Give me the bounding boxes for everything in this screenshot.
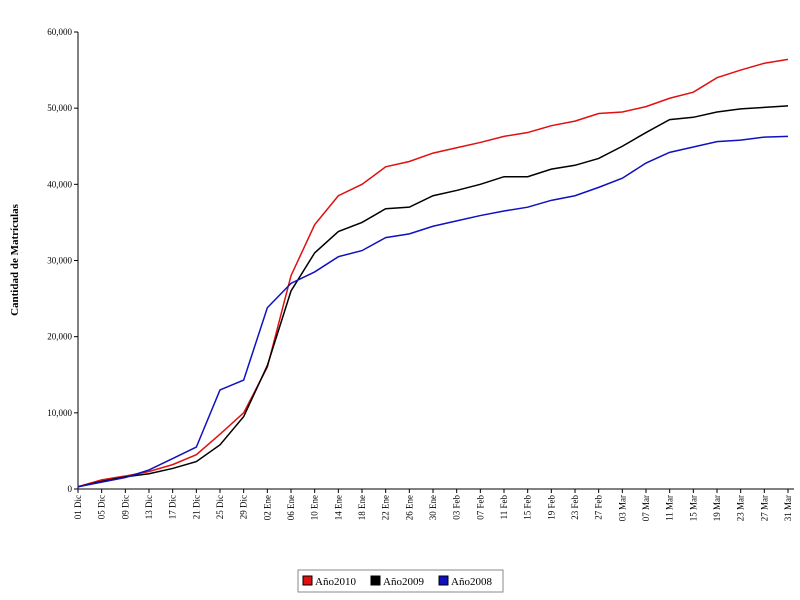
x-tick-label: 01 Dic [73,495,83,519]
line-series [77,105,789,488]
x-tick-label: 14 Ene [333,495,343,520]
x-tick-label: 03 Mar [617,495,627,521]
legend-box [297,569,504,593]
x-tick-label: 18 Ene [357,495,367,520]
x-tick-label: 10 Ene [310,495,320,520]
x-tick-label: 22 Ene [381,495,391,520]
x-tick-label: 19 Feb [546,495,556,520]
y-tick-label: 30,000 [47,256,72,266]
x-tick-label: 02 Ene [262,495,272,520]
legend-label: Año2009 [383,576,424,588]
x-tick-label: 30 Ene [428,495,438,520]
y-tick-label: 20,000 [47,332,72,342]
x-tick-label: 26 Ene [404,495,414,520]
legend-label: Año2010 [315,576,356,588]
x-tick-label: 15 Feb [523,495,533,520]
x-tick-label: 19 Mar [712,495,722,521]
x-tick-label: 07 Feb [475,495,485,520]
x-tick-label: 17 Dic [168,495,178,519]
x-tick-label: 07 Mar [641,495,651,521]
legend-swatch [302,575,313,586]
x-tick-label: 09 Dic [120,495,130,519]
x-tick-label: 06 Ene [286,495,296,520]
x-tick-label: 23 Mar [736,495,746,521]
y-axis-label: Cantidad de Matrículas [9,203,21,316]
y-tick-label: 60,000 [47,27,72,37]
x-tick-label: 23 Feb [570,495,580,520]
y-tick-label: 0 [68,484,73,494]
x-tick-label: 27 Mar [759,495,769,521]
y-tick-label: 40,000 [47,179,72,189]
y-tick-label: 50,000 [47,103,72,113]
x-tick-label: 05 Dic [97,495,107,519]
x-tick-label: 21 Dic [191,495,201,519]
x-tick-label: 31 Mar [783,495,793,521]
x-tick-label: 11 Feb [499,495,509,520]
y-tick-label: 10,000 [47,408,72,418]
legend-swatch [438,575,449,586]
legend-label: Año2008 [451,576,492,588]
x-tick-label: 11 Mar [665,495,675,521]
legend-swatch [370,575,381,586]
line-series [77,135,789,488]
x-tick-label: 27 Feb [594,495,604,520]
x-tick-label: 15 Mar [688,495,698,521]
x-tick-label: 25 Dic [215,495,225,519]
x-tick-label: 13 Dic [144,495,154,519]
x-tick-label: 03 Feb [452,495,462,520]
x-tick-label: 29 Dic [239,495,249,519]
line-series [77,58,789,488]
